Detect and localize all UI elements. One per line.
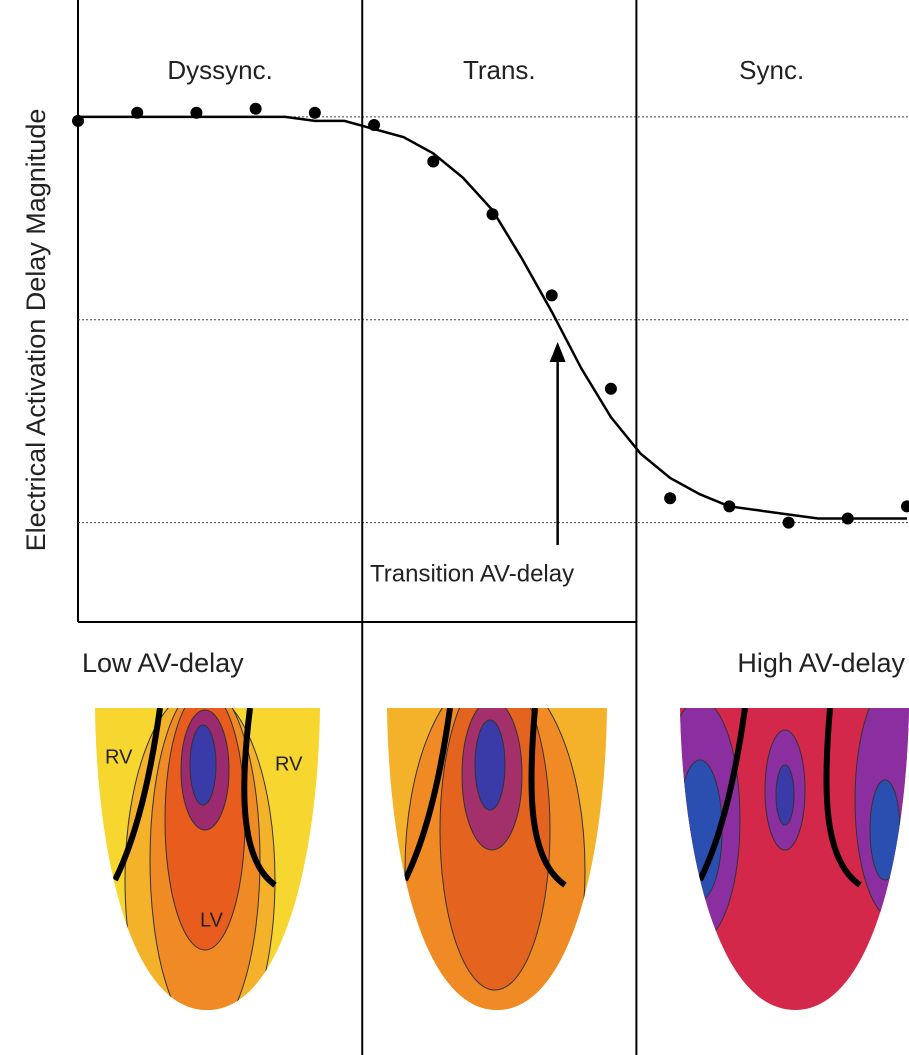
data-point — [308, 106, 321, 119]
region-label: Trans. — [463, 55, 536, 85]
data-point — [901, 500, 909, 513]
data-point — [604, 382, 617, 395]
data-point — [72, 114, 84, 127]
arrow-head — [549, 342, 566, 362]
data-point — [841, 512, 854, 525]
map-transition — [387, 708, 607, 1010]
data-point — [427, 155, 440, 168]
fit-curve — [78, 115, 907, 520]
data-point — [131, 106, 144, 119]
data-point — [723, 500, 736, 513]
y-axis-label: Electrical Activation Delay Magnitude — [21, 109, 51, 552]
annotation: Transition AV-delay — [370, 560, 574, 587]
data-point — [664, 492, 677, 505]
data-point — [249, 102, 262, 115]
data-point — [190, 106, 203, 119]
map-label: RV — [105, 746, 133, 768]
map-label: LV — [200, 909, 224, 931]
data-point — [368, 118, 381, 131]
map-high — [680, 708, 909, 1010]
map-low — [95, 708, 320, 1010]
data-point — [782, 516, 795, 529]
region-label: Sync. — [739, 55, 804, 85]
map-label: RV — [275, 753, 303, 775]
data-point — [545, 289, 558, 302]
map-caption: High AV-delay — [737, 648, 905, 678]
data-point — [486, 208, 499, 221]
region-label: Dyssync. — [167, 55, 272, 85]
map-caption: Low AV-delay — [82, 648, 244, 678]
